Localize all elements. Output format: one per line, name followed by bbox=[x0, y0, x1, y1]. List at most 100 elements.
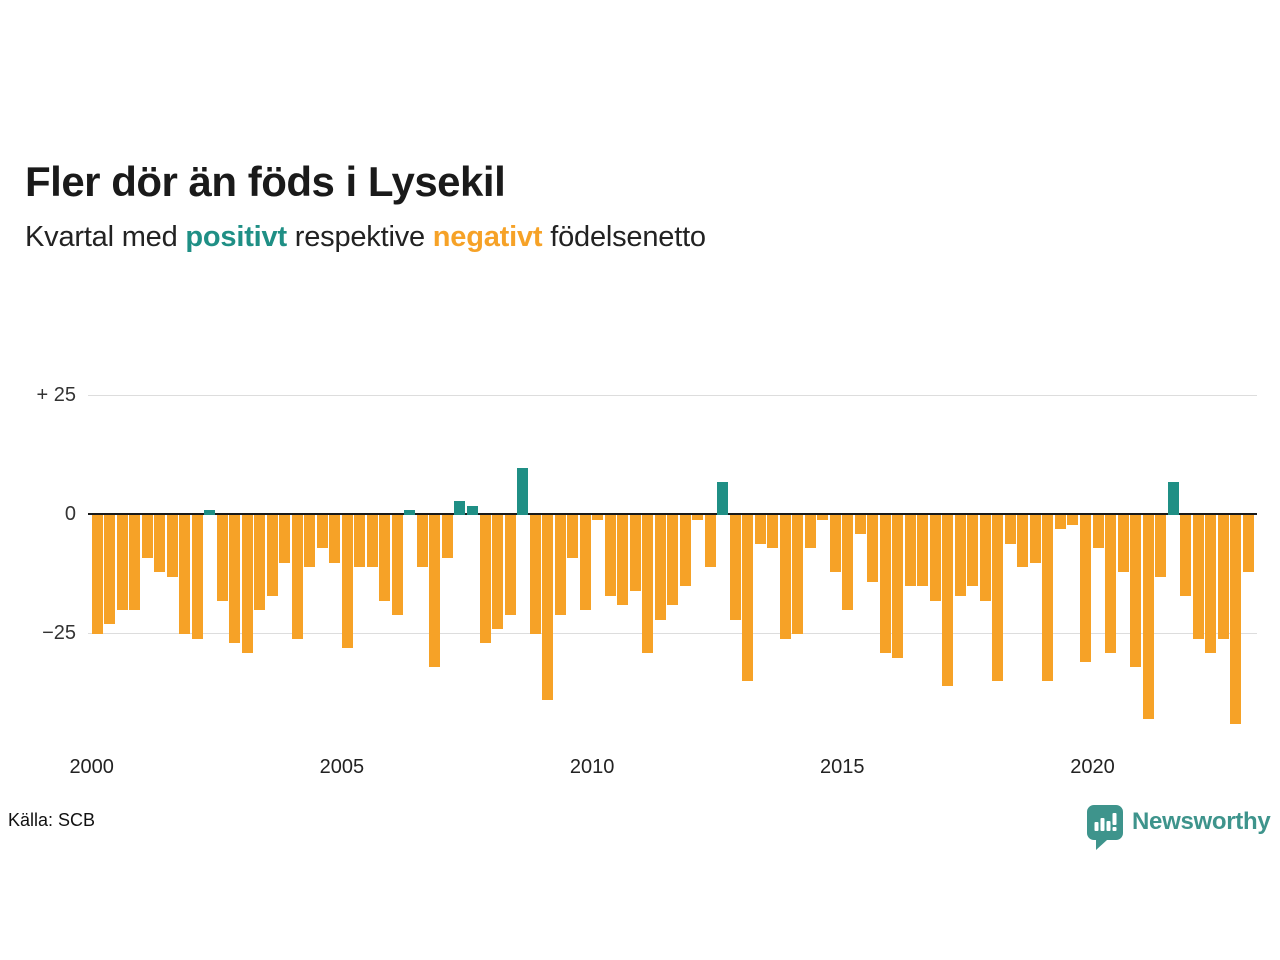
bar-2008Q1 bbox=[492, 515, 504, 629]
y-axis-label-0: 0 bbox=[64, 503, 76, 525]
x-axis-label-2005: 2005 bbox=[319, 756, 365, 778]
x-axis-label-2015: 2015 bbox=[820, 756, 865, 778]
bar-2021Q3 bbox=[1167, 481, 1179, 515]
bar-2006Q3 bbox=[416, 515, 428, 568]
newsworthy-logo-icon bbox=[1087, 805, 1123, 850]
bar-2001Q3 bbox=[166, 515, 178, 577]
newsworthy-logo-text: Newsworthy bbox=[1132, 808, 1271, 835]
bar-2005Q1 bbox=[341, 515, 353, 648]
bar-2019Q3 bbox=[1067, 515, 1079, 525]
bar-2000Q2 bbox=[104, 515, 116, 625]
bar-2020Q1 bbox=[1092, 515, 1104, 549]
bar-2012Q2 bbox=[704, 515, 716, 568]
bar-2010Q2 bbox=[604, 515, 616, 596]
bar-2015Q4 bbox=[879, 515, 891, 653]
bar-2011Q3 bbox=[667, 515, 679, 606]
bar-2015Q3 bbox=[867, 515, 879, 582]
bar-2011Q1 bbox=[642, 515, 654, 653]
bar-2001Q1 bbox=[141, 515, 153, 558]
bar-2008Q4 bbox=[529, 515, 541, 634]
bar-2020Q2 bbox=[1105, 515, 1116, 653]
bar-2022Q2 bbox=[1205, 515, 1217, 653]
bar-2009Q4 bbox=[579, 515, 591, 610]
bar-2007Q4 bbox=[479, 515, 491, 644]
bar-2002Q3 bbox=[216, 515, 228, 601]
bar-2017Q1 bbox=[942, 515, 954, 686]
bar-2019Q1 bbox=[1042, 515, 1054, 682]
gridline-25 bbox=[88, 395, 1257, 397]
bar-2022Q1 bbox=[1192, 515, 1204, 639]
bar-2003Q2 bbox=[254, 515, 266, 610]
subtitle-suffix: födelsenetto bbox=[542, 221, 706, 253]
bar-2012Q1 bbox=[692, 515, 704, 520]
bar-2022Q3 bbox=[1217, 515, 1229, 639]
bar-2014Q3 bbox=[817, 515, 829, 520]
bar-2011Q2 bbox=[654, 515, 666, 620]
chart-subtitle: Kvartal med positivt respektive negativt… bbox=[25, 221, 706, 254]
bar-2004Q1 bbox=[291, 515, 303, 639]
bar-2004Q3 bbox=[316, 515, 328, 549]
bar-2018Q1 bbox=[992, 515, 1004, 682]
bar-2014Q1 bbox=[792, 515, 804, 634]
x-axis-label-2020: 2020 bbox=[1070, 756, 1115, 778]
gridline--25 bbox=[88, 632, 1257, 634]
bar-2023Q1 bbox=[1242, 515, 1254, 572]
bar-2000Q4 bbox=[129, 515, 141, 610]
x-axis: 2000 2005 2010 2015 2020 bbox=[69, 754, 1257, 780]
bar-2021Q1 bbox=[1142, 515, 1154, 720]
bar-2006Q4 bbox=[429, 515, 441, 667]
bar-2018Q2 bbox=[1004, 515, 1016, 544]
bar-2018Q4 bbox=[1029, 515, 1041, 563]
bar-2002Q1 bbox=[191, 515, 203, 639]
y-axis-label-25: + 25 bbox=[36, 384, 76, 407]
bar-2003Q3 bbox=[266, 515, 278, 596]
bar-2003Q1 bbox=[241, 515, 253, 653]
bar-2014Q4 bbox=[829, 515, 841, 572]
bar-2008Q3 bbox=[517, 467, 529, 515]
bar-2016Q3 bbox=[917, 515, 929, 587]
bar-2009Q3 bbox=[567, 515, 579, 558]
bar-2021Q4 bbox=[1180, 515, 1192, 596]
bar-2011Q4 bbox=[679, 515, 691, 587]
bar-2022Q4 bbox=[1230, 515, 1242, 724]
bar-2007Q3 bbox=[467, 505, 478, 515]
source-attribution: Källa: SCB bbox=[8, 810, 96, 830]
page-title: Fler dör än föds i Lysekil bbox=[25, 158, 506, 206]
bar-2009Q1 bbox=[542, 515, 554, 701]
bar-2020Q3 bbox=[1117, 515, 1129, 572]
bar-2019Q4 bbox=[1079, 515, 1091, 663]
bar-2016Q2 bbox=[904, 515, 916, 587]
bar-2001Q4 bbox=[179, 515, 191, 634]
bar-2007Q2 bbox=[454, 500, 466, 515]
zero-baseline bbox=[88, 513, 1257, 515]
bar-2020Q4 bbox=[1130, 515, 1142, 667]
bar-2004Q2 bbox=[304, 515, 316, 568]
subtitle-positive-word: positivt bbox=[185, 221, 287, 253]
bar-2005Q3 bbox=[366, 515, 378, 568]
bar-2002Q4 bbox=[229, 515, 241, 644]
x-axis-label-2010: 2010 bbox=[569, 756, 615, 778]
subtitle-prefix: Kvartal med bbox=[25, 221, 186, 253]
bar-2015Q2 bbox=[854, 515, 866, 534]
y-axis-label--25: −25 bbox=[42, 621, 76, 644]
bar-2019Q2 bbox=[1054, 515, 1066, 530]
bar-2001Q2 bbox=[154, 515, 166, 572]
subtitle-middle: respektive bbox=[286, 221, 433, 253]
bar-2006Q1 bbox=[391, 515, 403, 615]
bar-2005Q4 bbox=[379, 515, 391, 601]
bar-2015Q1 bbox=[842, 515, 854, 610]
bar-2003Q4 bbox=[279, 515, 291, 563]
x-axis-label-2000: 2000 bbox=[69, 756, 114, 778]
bar-2002Q2 bbox=[204, 510, 216, 515]
bar-2014Q2 bbox=[804, 515, 816, 549]
bar-2010Q3 bbox=[617, 515, 629, 606]
bar-2012Q4 bbox=[729, 515, 741, 620]
bar-2010Q1 bbox=[592, 515, 604, 520]
bar-2016Q1 bbox=[892, 515, 904, 658]
bar-2013Q1 bbox=[742, 515, 754, 682]
bar-2018Q3 bbox=[1017, 515, 1029, 568]
bar-2004Q4 bbox=[329, 515, 341, 563]
subtitle-negative-word: negativt bbox=[432, 221, 543, 253]
bar-2009Q2 bbox=[554, 515, 566, 615]
bar-2005Q2 bbox=[354, 515, 366, 568]
